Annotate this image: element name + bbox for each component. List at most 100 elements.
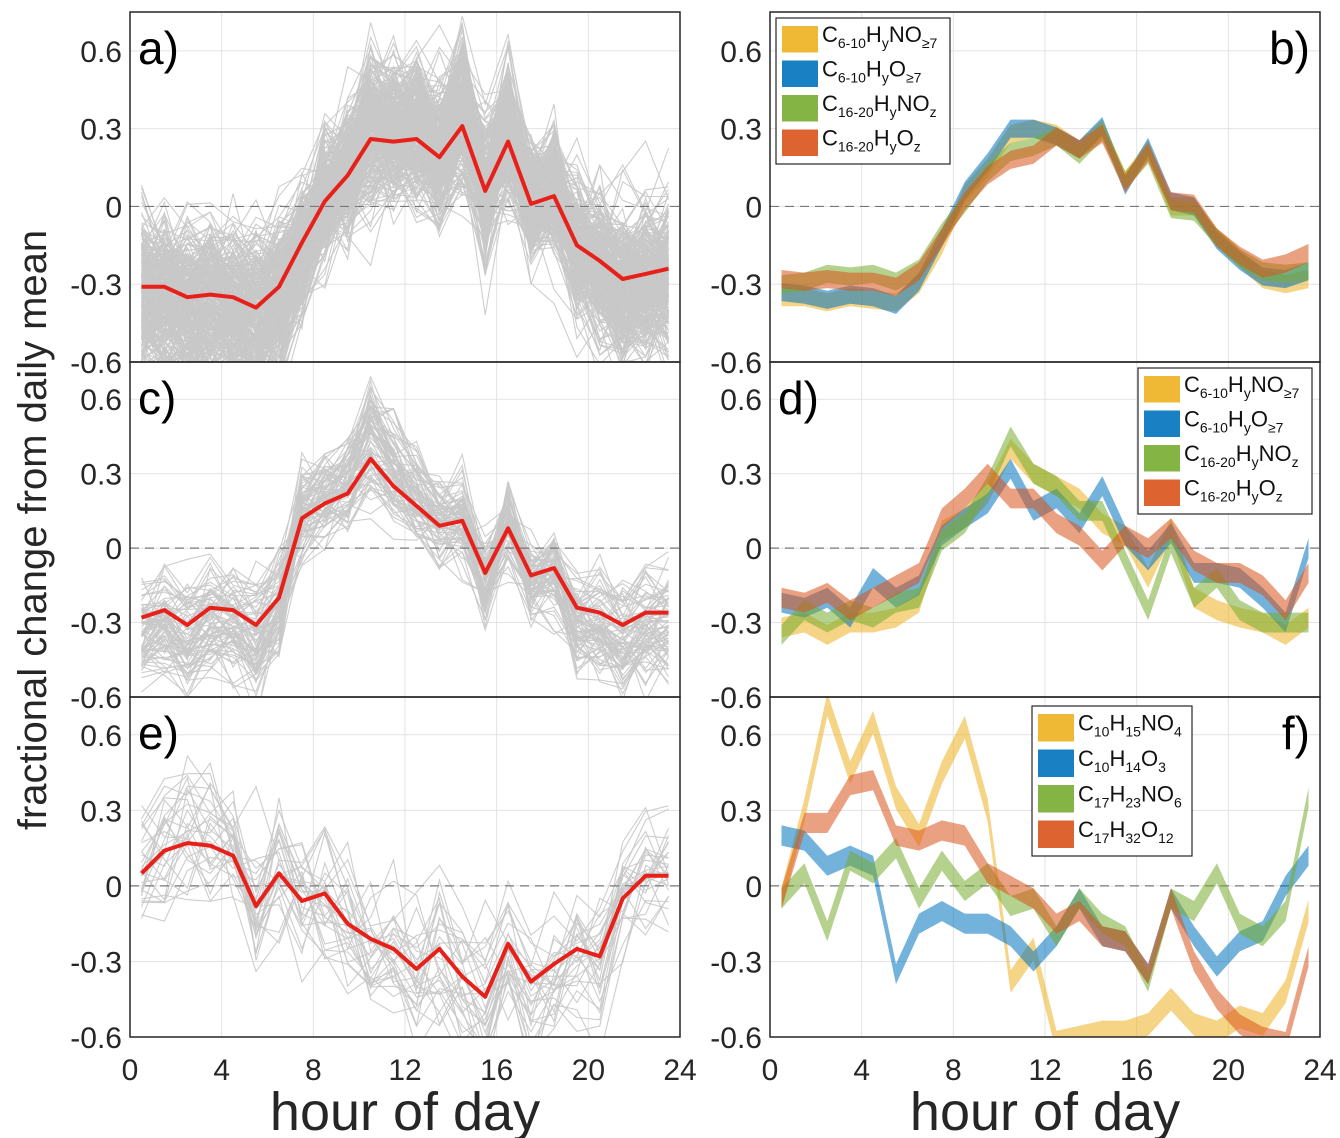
mean-line [140,456,669,627]
y-tick-label: 0.6 [80,36,122,69]
panel-c: -0.6 -0.3 0 0.3 0.6 c) [70,362,681,715]
legend-entry: C6-10HyNO≥7 [1184,372,1299,401]
trace-line [141,830,670,993]
trace-line [141,864,669,1037]
trace-line [141,125,669,362]
legend-swatch [782,129,818,156]
trace-line [141,132,669,302]
plot-area [770,426,1320,645]
plot-area [130,15,680,362]
legend-entry: C16-20HyNOz [1184,441,1299,470]
y-tick-label: -0.6 [70,682,122,715]
legend-entry: C17H32O12 [1078,817,1174,846]
trace-line [141,48,669,353]
trace-line [141,453,669,620]
x-tick-label: 20 [1212,1054,1245,1087]
legend-swatch [1144,376,1180,403]
trace-line [141,774,669,1037]
trace-line [141,460,669,612]
y-tick-label: 0.6 [720,384,762,417]
x-tick-label: 12 [388,1054,421,1087]
legend-entry: C16-20HyOz [822,126,921,155]
trace-line [141,418,669,688]
legend-swatch [1144,445,1180,472]
y-tick-label: 0.3 [720,795,762,828]
trace-line [140,785,669,965]
y-tick-label: -0.3 [70,946,122,979]
x-tick-label: 8 [305,1054,322,1087]
trace-line [141,101,670,357]
band-series-4 [781,124,1309,296]
y-tick-label: 0.6 [720,720,762,753]
y-tick-label: 0 [105,191,122,224]
x-tick-label: 24 [1303,1054,1336,1087]
trace-line [141,130,669,324]
band-series-4 [781,770,1309,1037]
y-tick-label: 0 [745,871,762,904]
legend-swatch [1038,785,1074,813]
y-tick-label: -0.3 [710,608,762,641]
y-tick-label: 0 [745,533,762,566]
band-series-2 [781,825,1309,985]
trace-line [140,119,669,331]
legend-entry: C16-20HyNOz [822,91,937,120]
trace-line [141,76,669,275]
legend-swatch [1144,410,1180,437]
legend-swatch [782,60,818,87]
panel-d: -0.6 -0.3 0 0.3 0.6 d) C6-10HyNO≥7 C6-10HyO≥7 C1… [710,362,1321,715]
trace-line [141,414,669,677]
y-tick-label: 0.6 [80,720,122,753]
legend-entry: C16-20HyOz [1184,476,1283,505]
legend-swatch [1038,714,1074,742]
axes-frame [769,696,1321,1038]
x-tick-label: 4 [213,1054,230,1087]
axes-frame [129,696,681,1038]
legend-entry: C17H23NO6 [1078,782,1182,811]
legend: C6-10HyNO≥7 C6-10HyO≥7 C16-20HyNOz C16-20Hy… [1137,367,1313,515]
trace-line [141,761,670,1035]
y-tick-label: -0.3 [70,269,122,302]
trace-line [141,406,669,674]
x-tick-label: 16 [480,1054,513,1087]
trace-line [141,130,669,290]
legend-entry: C6-10HyO≥7 [1184,407,1284,436]
mean-line [141,124,669,310]
trace-line [141,403,669,677]
trace-line [141,845,669,1037]
legend-swatch [1038,749,1074,777]
plot-area [770,117,1320,314]
legend-entry: C10H15NO4 [1078,711,1182,740]
y-tick-label: 0 [105,533,122,566]
panel-letter: f) [1282,707,1310,759]
y-tick-label: -0.6 [70,347,122,380]
x-tick-label: 0 [762,1054,779,1087]
panel-letter: c) [138,372,176,424]
y-tick-label: -0.3 [70,608,122,641]
individual-traces [140,15,670,362]
legend: C10H15NO4 C10H14O3 C17H23NO6 C17H32O12 [1031,705,1193,857]
trace-line [141,782,670,1028]
panel-letter: b) [1269,22,1310,74]
y-tick-label: 0.3 [720,114,762,147]
trace-line [141,822,669,991]
trace-line [141,773,669,1037]
trace-line [141,105,669,317]
individual-traces [140,754,670,1037]
trace-line [141,489,669,625]
y-axis-label: fractional change from daily mean [11,230,55,830]
legend-swatch [1038,820,1074,848]
plot-area [130,375,680,697]
band-series-3 [781,426,1309,645]
y-tick-label: -0.3 [710,946,762,979]
trace-line [141,822,669,1004]
y-tick-label: -0.6 [710,682,762,715]
x-tick-label: 0 [122,1054,139,1087]
legend-swatch [1144,479,1180,506]
y-tick-label: 0.3 [80,459,122,492]
trace-line [141,429,669,653]
trace-line [141,94,669,354]
y-tick-label: -0.3 [710,269,762,302]
y-tick-label: 0.6 [720,36,762,69]
y-tick-label: 0.3 [80,114,122,147]
